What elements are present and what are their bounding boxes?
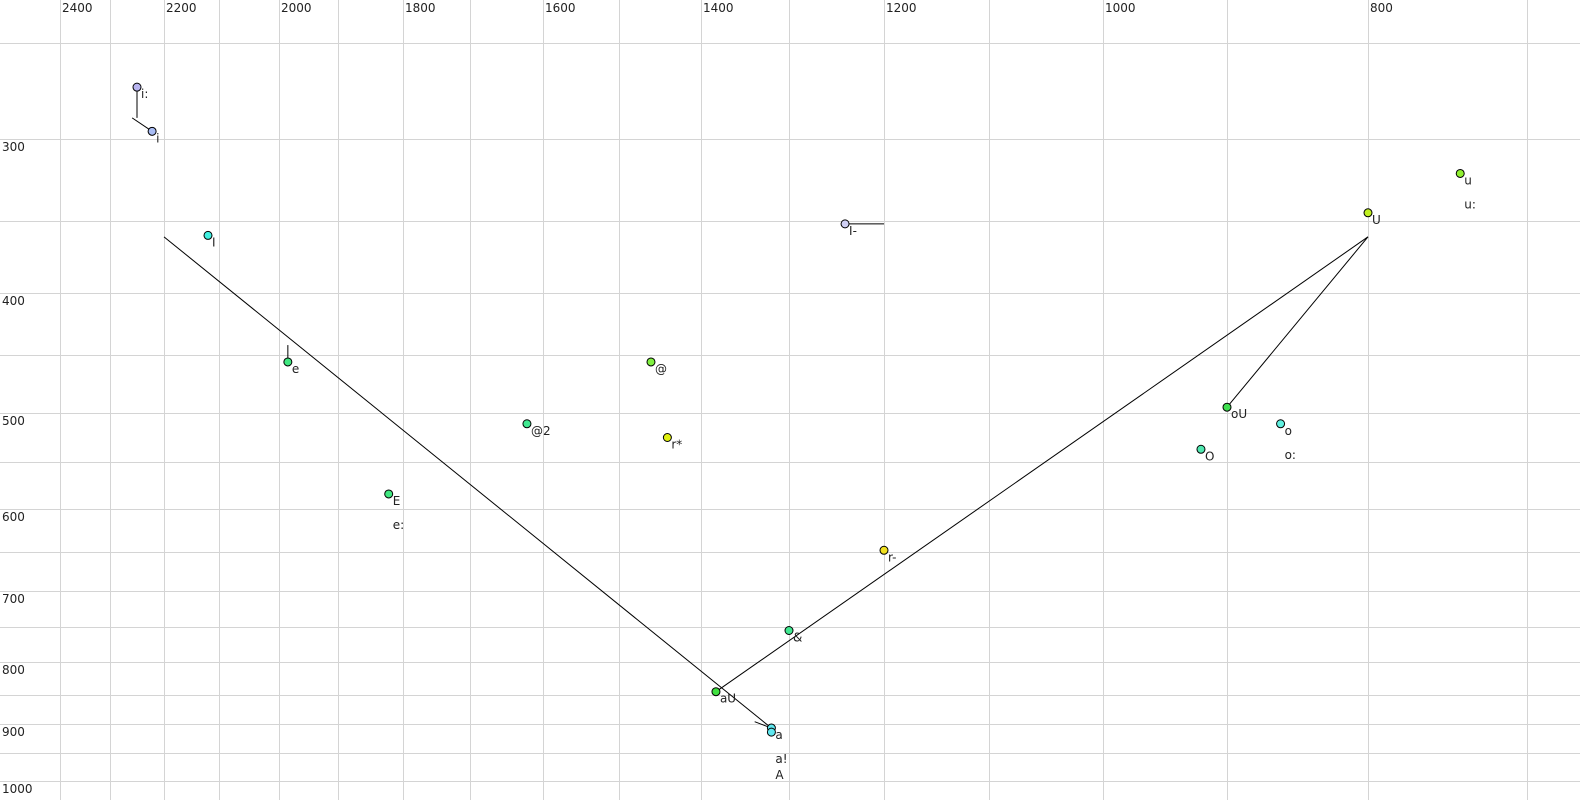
vowel-point: r- <box>879 545 897 564</box>
point-label: & <box>793 631 802 645</box>
vowel-point: U <box>1363 208 1381 227</box>
y-tick-label: 600 <box>2 510 25 524</box>
vowel-point: o o: <box>1276 419 1296 462</box>
vowel-point: e <box>283 357 299 376</box>
point-marker <box>784 626 794 635</box>
vowel-point: i <box>147 126 159 145</box>
x-tick-label: 1200 <box>886 1 917 15</box>
tick-labels: 2400 2200 2000 1800 1600 1400 1200 1000 800 300 40… <box>2 1 1393 796</box>
vowel-point: I <box>203 230 216 249</box>
point-label: U <box>1372 213 1381 227</box>
y-tick-label: 300 <box>2 140 25 154</box>
y-tick-label: 1000 <box>2 782 33 796</box>
point-label: @ <box>655 362 667 376</box>
point-marker <box>879 545 889 555</box>
vowel-point: O <box>1196 444 1214 463</box>
point-label: r* <box>671 438 682 452</box>
point-marker <box>522 419 532 429</box>
point-label: a <box>775 728 782 742</box>
vowel-point: r* <box>662 433 682 452</box>
point-label: O <box>1205 449 1214 463</box>
point-label: i <box>156 131 159 145</box>
point-marker <box>662 433 672 442</box>
vowel-point: a a! <box>766 723 788 766</box>
vowel-point: I- <box>840 219 857 238</box>
x-tick-label: 800 <box>1370 1 1393 15</box>
vowel-point: Ee: <box>384 489 404 532</box>
point-label: i: <box>141 87 148 101</box>
x-tick-label: 1400 <box>703 1 734 15</box>
y-tick-label: 500 <box>2 414 25 428</box>
point-label: u: <box>1464 197 1476 211</box>
point-marker <box>283 357 293 367</box>
point-marker <box>840 219 850 229</box>
point-label: @2 <box>531 424 551 438</box>
point-marker <box>646 357 656 367</box>
y-tick-label: 800 <box>2 663 25 677</box>
vowel-point: A <box>766 727 784 782</box>
point-label: u <box>1464 173 1472 187</box>
x-tick-label: 2400 <box>62 1 93 15</box>
point-marker <box>203 230 213 240</box>
point-marker <box>147 126 157 136</box>
vowel-point: aU <box>711 687 736 706</box>
point-marker <box>1455 168 1465 178</box>
point-label: e: <box>393 518 404 532</box>
point-label: I- <box>849 224 857 238</box>
point-marker <box>1222 402 1232 412</box>
point-label: a! <box>775 752 787 766</box>
x-tick-label: 1000 <box>1105 1 1136 15</box>
x-tick-label: 1800 <box>405 1 436 15</box>
point-label: E <box>393 494 401 508</box>
points: i: i Ie Ee: @2 @ r* I-r- & aU a a! AoU Oo o: Uu u: <box>132 82 1476 782</box>
point-label: r- <box>888 550 897 564</box>
point-marker <box>132 82 142 92</box>
point-marker <box>1196 444 1206 454</box>
vowel-point: @2 <box>522 419 551 438</box>
trajectory-line <box>1226 236 1369 408</box>
point-label: o <box>1285 424 1292 438</box>
y-tick-label: 900 <box>2 725 25 739</box>
point-label: oU <box>1231 407 1247 421</box>
point-marker <box>384 489 394 499</box>
trajectory-line <box>163 236 772 729</box>
point-label: e <box>292 362 299 376</box>
point-marker <box>1363 208 1373 218</box>
x-tick-label: 2000 <box>281 1 312 15</box>
point-label: A <box>775 768 784 782</box>
vowel-point: i: <box>132 82 148 101</box>
point-marker <box>1276 419 1286 429</box>
point-marker <box>766 727 776 737</box>
y-tick-label: 400 <box>2 294 25 308</box>
vowel-point: oU <box>1222 402 1247 421</box>
vowel-point: u u: <box>1455 168 1476 211</box>
x-tick-label: 1600 <box>545 1 576 15</box>
y-tick-label: 700 <box>2 592 25 606</box>
vowel-point: & <box>784 626 802 645</box>
point-label: o: <box>1285 448 1296 462</box>
point-label: I <box>212 235 216 249</box>
trajectories <box>131 87 1369 729</box>
x-tick-label: 2200 <box>166 1 197 15</box>
vowel-point: @ <box>646 357 667 376</box>
point-marker <box>711 687 721 697</box>
trajectory-line <box>715 236 1369 693</box>
point-label: aU <box>720 692 736 706</box>
